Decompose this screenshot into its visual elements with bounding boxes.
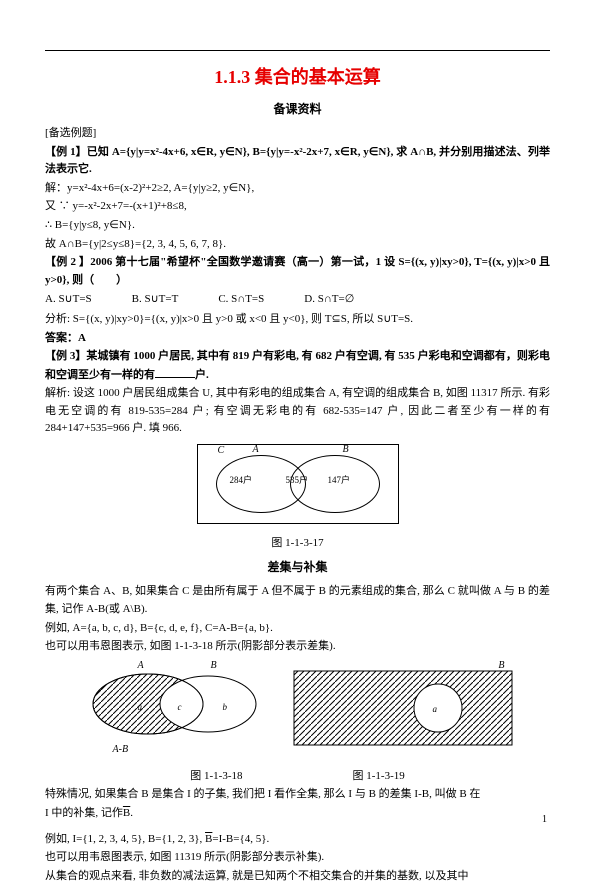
option-d: D. S∩T=∅ [304, 291, 354, 309]
venn-diagram-3: B a [293, 662, 513, 762]
venn1-val-right: 147户 [328, 473, 351, 487]
venn2-b: b [223, 700, 228, 714]
venn2-svg [83, 672, 263, 747]
venn1-val-mid: 535户 [286, 473, 309, 487]
page-number: 1 [542, 812, 547, 828]
venn3-svg [293, 670, 513, 748]
venn2-a: a [138, 700, 143, 714]
sec2-p5b: =I-B={4, 5}. [212, 833, 269, 845]
spacer [45, 824, 550, 830]
ex2-line1: 【例 2 】2006 第十七届"希望杯"全国数学邀请赛（高一）第一试，1 设 S… [45, 254, 550, 289]
venn1-label-c: C [218, 443, 225, 459]
ex2-answer: 答案：A [45, 330, 550, 348]
sec2-p5: 例如, I={1, 2, 3, 4, 5}, B={1, 2, 3}, B=I-… [45, 831, 550, 849]
option-c: C. S∩T=S [218, 291, 264, 309]
ex1-line2: 解：y=x²-4x+6=(x-2)²+2≥2, A={y|y≥2, y∈N}, [45, 180, 550, 198]
ex1-line5: 故 A∩B={y|2≤y≤8}={2, 3, 4, 5, 6, 7, 8}. [45, 236, 550, 254]
ex3-solution: 解析: 设这 1000 户居民组成集合 U, 其中有彩电的组成集合 A, 有空调… [45, 385, 550, 438]
page: 1.1.3 集合的基本运算 备课资料 [备选例题] 【例 1】已知 A={y|y… [0, 0, 595, 842]
sec2-p4b: I 中的补集, 记作B. [45, 805, 550, 823]
sec2-p1: 有两个集合 A、B, 如果集合 C 是由所有属于 A 但不属于 B 的元素组成的… [45, 583, 550, 618]
figure-1: C A B 284户 535户 147户 图 1-1-3-17 [45, 444, 550, 552]
option-a: A. S∪T=S [45, 291, 92, 309]
venn2-c: c [178, 700, 182, 714]
figure-1-caption: 图 1-1-3-17 [45, 535, 550, 553]
sec2-p5a: 例如, I={1, 2, 3, 4, 5}, B={1, 2, 3}, [45, 833, 205, 845]
venn3-a: a [433, 702, 438, 716]
section2-title: 差集与补集 [45, 558, 550, 577]
venn-diagram-1: C A B 284户 535户 147户 [197, 444, 399, 524]
main-title: 1.1.3 集合的基本运算 [45, 63, 550, 92]
subtitle: 备课资料 [45, 100, 550, 119]
venn-diagram-2: A B a c b A-B [83, 662, 263, 762]
venn1-val-left: 284户 [230, 473, 253, 487]
figure-row: A B a c b A-B B [45, 662, 550, 762]
sec2-p7: 从集合的观点来看, 非负数的减法运算, 就是已知两个不相交集合的并集的基数, 以… [45, 868, 550, 885]
sec2-p3: 也可以用韦恩图表示, 如图 1-1-3-18 所示(阴影部分表示差集). [45, 638, 550, 656]
blank-underline [155, 366, 195, 378]
top-rule [45, 50, 550, 51]
caption-row: 图 1-1-3-18 图 1-1-3-19 [45, 768, 550, 786]
ex1-line1: 【例 1】已知 A={y|y=x²-4x+6, x∈R, y∈N}, B={y|… [45, 144, 550, 179]
ex3-text: 【例 3】某城镇有 1000 户居民, 其中有 819 户有彩电, 有 682 … [45, 350, 550, 381]
figure-2-caption: 图 1-1-3-18 [190, 768, 242, 786]
venn2-ab-label: A-B [113, 742, 129, 758]
sec2-p6: 也可以用韦恩图表示, 如图 11319 所示(阴影部分表示补集). [45, 849, 550, 867]
options-row: A. S∪T=S B. S∪T=T C. S∩T=S D. S∩T=∅ [45, 291, 550, 309]
ex2-analysis: 分析: S={(x, y)|xy>0}={(x, y)|x>0 且 y>0 或 … [45, 311, 550, 329]
section-header: [备选例题] [45, 125, 550, 143]
option-b: B. S∪T=T [132, 291, 179, 309]
sec2-p4a: 特殊情况, 如果集合 B 是集合 I 的子集, 我们把 I 看作全集, 那么 I… [45, 786, 550, 804]
sec2-p4c: . [130, 807, 133, 819]
ex1-line3: 又 ∵ y=-x²-2x+7=-(x+1)²+8≤8, [45, 198, 550, 216]
sec2-p4b-text: I 中的补集, 记作 [45, 807, 123, 819]
figure-3-caption: 图 1-1-3-19 [353, 768, 405, 786]
ex3-line1: 【例 3】某城镇有 1000 户居民, 其中有 819 户有彩电, 有 682 … [45, 348, 550, 384]
ex3-text-b: 户. [195, 369, 209, 381]
ex1-line4: ∴ B={y|y≤8, y∈N}. [45, 217, 550, 235]
sec2-p2: 例如, A={a, b, c, d}, B={c, d, e, f}, C=A-… [45, 620, 550, 638]
